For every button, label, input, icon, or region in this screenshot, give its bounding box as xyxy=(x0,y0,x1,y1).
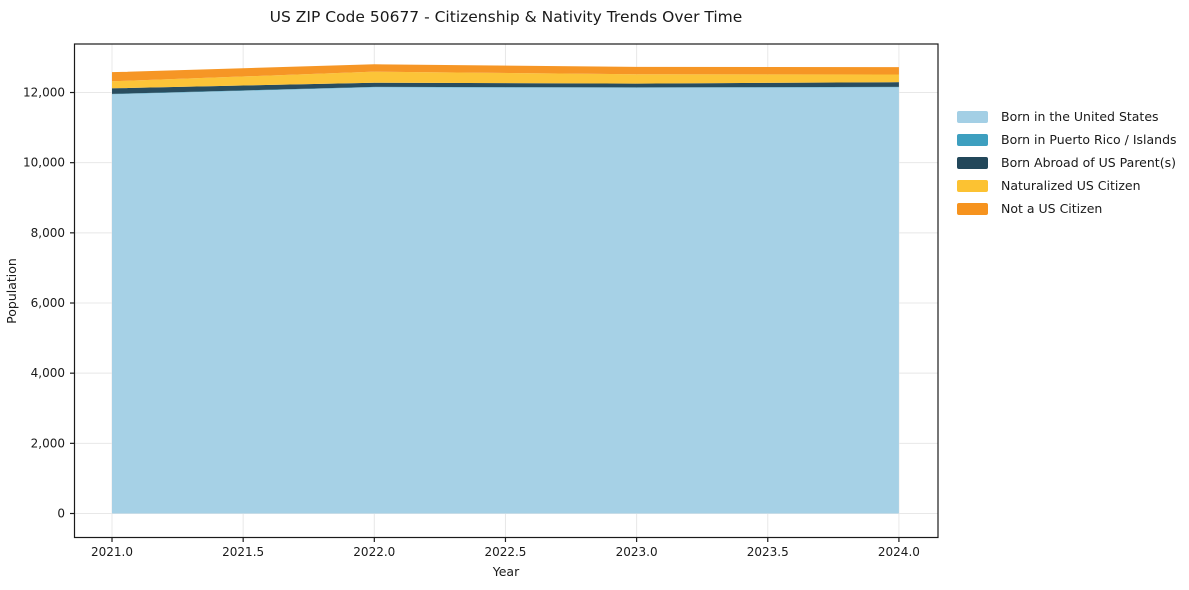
legend: Born in the United States Born in Puerto … xyxy=(957,109,1177,224)
y-tick-label: 8,000 xyxy=(31,226,65,240)
legend-swatch xyxy=(957,133,988,146)
x-tick-label: 2023.0 xyxy=(616,545,658,559)
x-tick-label: 2021.5 xyxy=(222,545,264,559)
legend-swatch xyxy=(957,110,988,123)
x-tick-label: 2022.0 xyxy=(353,545,395,559)
plot-border xyxy=(73,43,939,539)
legend-item: Naturalized US Citizen xyxy=(957,178,1177,193)
x-tick-labels: 2021.0 2021.5 2022.0 2022.5 2023.0 2023.5 2024… xyxy=(91,545,920,559)
area-born-in-the-united-states xyxy=(112,87,899,514)
y-tick-labels: 0 2,000 4,000 6,000 8,000 10,000 12,000 xyxy=(23,86,65,521)
legend-swatch xyxy=(957,156,988,169)
legend-label: Not a US Citizen xyxy=(1001,201,1103,216)
legend-item: Not a US Citizen xyxy=(957,201,1177,216)
y-tick-label: 4,000 xyxy=(31,366,65,380)
chart-title: US ZIP Code 50677 - Citizenship & Nativi… xyxy=(269,8,743,26)
area-not-a-us-citizen xyxy=(112,64,899,82)
area-naturalized-us-citizen xyxy=(112,71,899,89)
area-born-in-puerto-rico-islands xyxy=(112,86,899,95)
y-tick-label: 12,000 xyxy=(23,86,65,100)
x-axis-label: Year xyxy=(492,564,520,579)
area-born-abroad-of-us-parent-s xyxy=(112,82,899,94)
y-axis-label: Population xyxy=(4,258,19,324)
x-tick-label: 2024.0 xyxy=(878,545,920,559)
legend-label: Born in Puerto Rico / Islands xyxy=(1001,132,1177,147)
legend-item: Born Abroad of US Parent(s) xyxy=(957,155,1177,170)
legend-item: Born in Puerto Rico / Islands xyxy=(957,132,1177,147)
x-tick-label: 2023.5 xyxy=(747,545,789,559)
axis-tick-marks xyxy=(70,91,900,542)
y-tick-label: 2,000 xyxy=(31,436,65,450)
legend-item: Born in the United States xyxy=(957,109,1177,124)
y-tick-label: 6,000 xyxy=(31,296,65,310)
y-tick-label: 10,000 xyxy=(23,156,65,170)
x-tick-label: 2022.5 xyxy=(484,545,526,559)
legend-label: Born in the United States xyxy=(1001,109,1159,124)
legend-swatch xyxy=(957,179,988,192)
area-series-group xyxy=(112,64,899,514)
legend-swatch xyxy=(957,202,988,215)
legend-label: Naturalized US Citizen xyxy=(1001,178,1141,193)
x-tick-label: 2021.0 xyxy=(91,545,133,559)
legend-label: Born Abroad of US Parent(s) xyxy=(1001,155,1176,170)
y-tick-label: 0 xyxy=(57,507,65,521)
